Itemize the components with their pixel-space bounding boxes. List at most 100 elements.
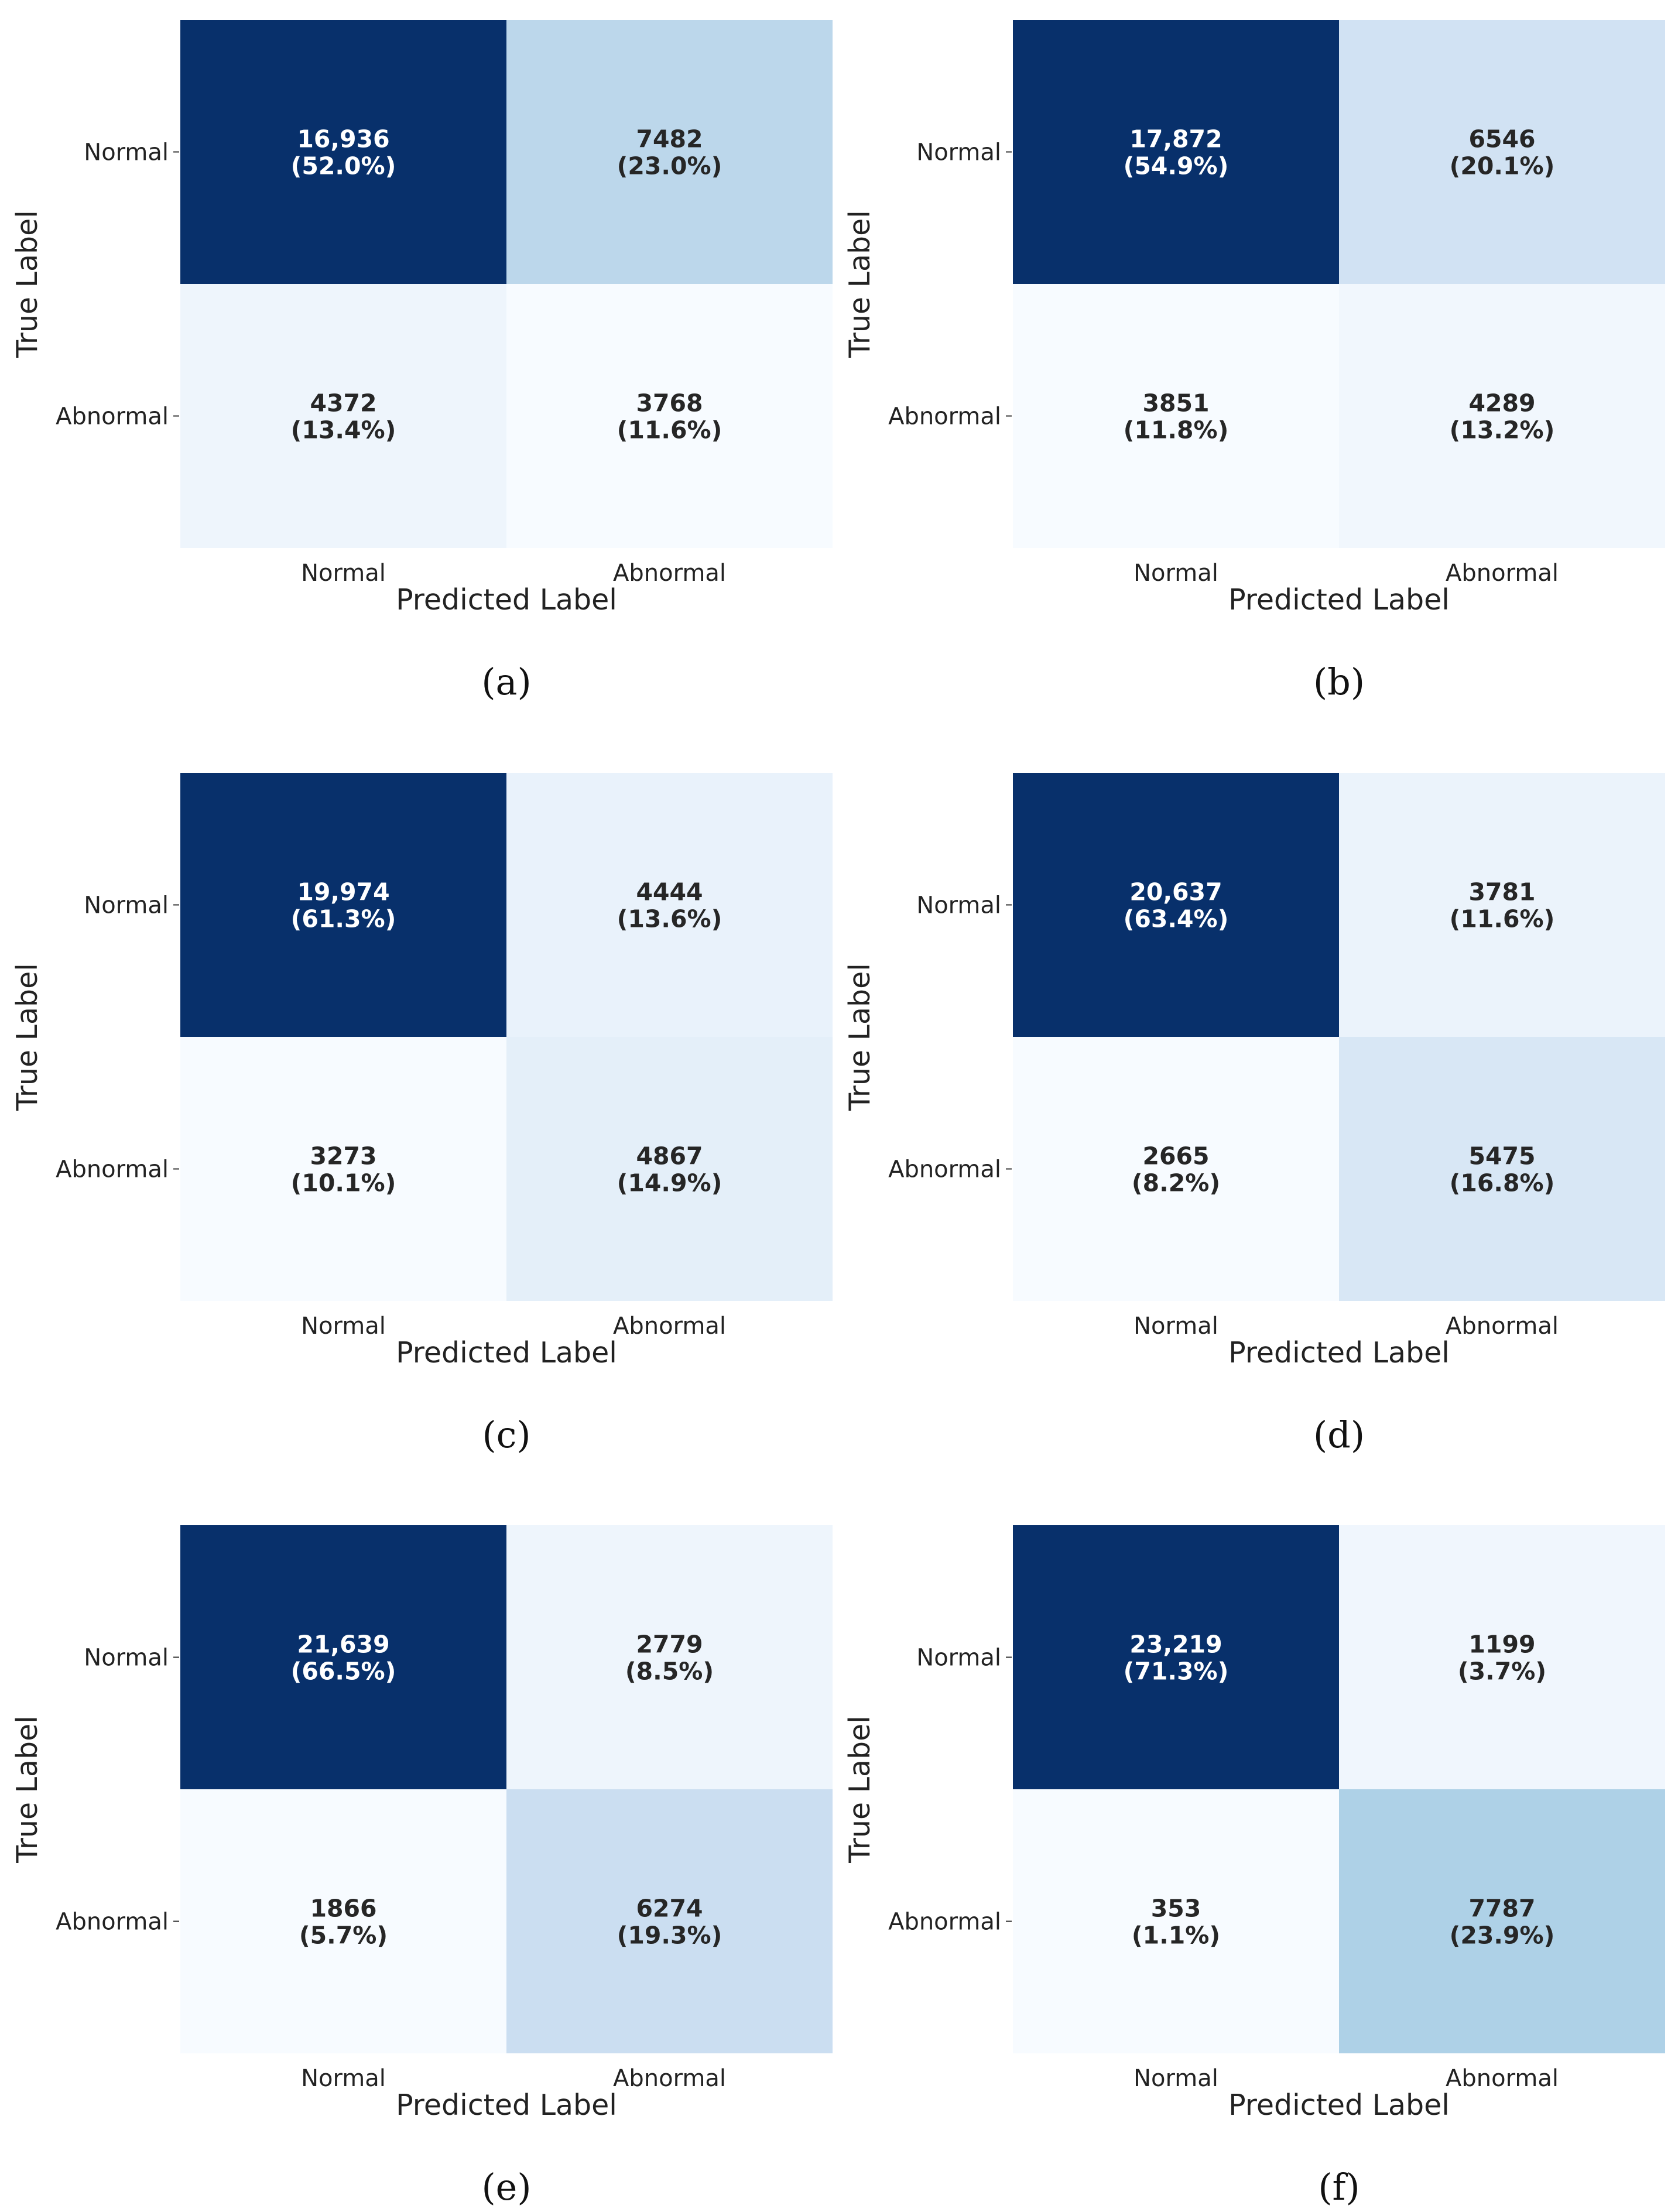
cell-count-label: 1866	[310, 1895, 376, 1923]
x-axis-title: Predicted Label	[1228, 2088, 1450, 2122]
x-tick-label: Abnormal	[613, 1313, 726, 1340]
cell-percent-label: (13.6%)	[617, 905, 722, 933]
heatmap-cell	[1013, 284, 1339, 548]
heatmap-cell	[1013, 773, 1339, 1037]
cell-count-label: 3851	[1142, 389, 1209, 417]
cell-percent-label: (54.9%)	[1124, 152, 1229, 180]
cell-count-label: 5475	[1468, 1142, 1535, 1170]
y-axis-title: True Label	[843, 210, 876, 358]
cell-count-label: 353	[1151, 1895, 1201, 1923]
y-axis-title: True Label	[11, 210, 44, 358]
y-tick-label: Normal	[916, 1645, 1001, 1672]
y-tick-label: Normal	[916, 139, 1001, 166]
heatmap-cell	[180, 20, 506, 284]
confusion-matrix-panel: 21,639(66.5%) 2779(8.5%) 1866(5.7%) 6274(19…	[11, 1525, 833, 2208]
cell-percent-label: (52.0%)	[291, 152, 396, 180]
cell-count-label: 4444	[636, 878, 703, 906]
confusion-matrix-panel: 23,219(71.3%) 1199(3.7%) 353(1.1%) 7787(23.…	[843, 1525, 1665, 2208]
heatmap-cell	[1013, 1037, 1339, 1301]
x-axis-title: Predicted Label	[1228, 1336, 1450, 1369]
x-tick-label: Abnormal	[1446, 560, 1559, 587]
panel-caption-label: (f)	[1318, 2166, 1359, 2208]
cell-percent-label: (23.0%)	[617, 152, 722, 180]
heatmap-cell	[506, 284, 833, 548]
panel-caption-label: (d)	[1313, 1413, 1365, 1456]
x-axis-title: Predicted Label	[396, 583, 617, 617]
cell-count-label: 1199	[1468, 1631, 1535, 1659]
y-tick-label: Normal	[84, 139, 169, 166]
cell-percent-label: (13.4%)	[291, 416, 396, 444]
heatmap-cell	[506, 20, 833, 284]
confusion-matrix-panel: 20,637(63.4%) 3781(11.6%) 2665(8.2%) 5475(1…	[843, 773, 1665, 1456]
cell-percent-label: (61.3%)	[291, 905, 396, 933]
x-tick-label: Abnormal	[613, 2065, 726, 2092]
heatmap-cell	[1339, 1789, 1665, 2053]
cell-percent-label: (11.8%)	[1124, 416, 1229, 444]
y-tick-label: Normal	[84, 892, 169, 919]
heatmap-cell	[180, 284, 506, 548]
x-tick-label: Abnormal	[1446, 2065, 1559, 2092]
heatmap-cell	[506, 1789, 833, 2053]
x-tick-label: Normal	[1133, 1313, 1218, 1340]
heatmap-cell	[1339, 20, 1665, 284]
heatmap-cell	[180, 1525, 506, 1789]
y-tick-label: Abnormal	[888, 1909, 1001, 1936]
y-tick-label: Abnormal	[56, 1156, 169, 1183]
x-axis-title: Predicted Label	[396, 2088, 617, 2122]
y-axis-title: True Label	[11, 963, 44, 1111]
heatmap-cell	[506, 1525, 833, 1789]
heatmap-cell	[1339, 773, 1665, 1037]
heatmap-cell	[1013, 20, 1339, 284]
cell-percent-label: (71.3%)	[1124, 1658, 1229, 1686]
heatmap-cell	[506, 773, 833, 1037]
cell-count-label: 6546	[1468, 125, 1535, 153]
y-tick-label: Abnormal	[888, 1156, 1001, 1183]
cell-percent-label: (14.9%)	[617, 1169, 722, 1197]
cell-count-label: 3273	[310, 1142, 376, 1170]
cell-count-label: 20,637	[1129, 878, 1222, 906]
confusion-matrix-panel: 19,974(61.3%)4444(13.6%)3273(10.1%)4867(…	[11, 773, 833, 1456]
cell-percent-label: (13.2%)	[1450, 416, 1555, 444]
cell-percent-label: (8.2%)	[1132, 1169, 1220, 1197]
cell-count-label: 17,872	[1129, 125, 1222, 153]
panel-caption-label: (c)	[482, 1413, 530, 1456]
x-tick-label: Normal	[1133, 2065, 1218, 2092]
cell-percent-label: (19.3%)	[617, 1922, 722, 1950]
cell-count-label: 21,639	[297, 1631, 389, 1659]
y-tick-label: Normal	[84, 1645, 169, 1672]
cell-percent-label: (16.8%)	[1450, 1169, 1555, 1197]
panel-caption-label: (e)	[481, 2166, 531, 2208]
cell-count-label: 6274	[636, 1895, 703, 1923]
y-axis-title: True Label	[11, 1716, 44, 1864]
x-tick-label: Normal	[301, 560, 386, 587]
confusion-matrix-panel: 16,936(52.0%)7482(23.0%)4372(13.4%)3768(…	[11, 20, 833, 703]
cell-percent-label: (66.5%)	[291, 1658, 396, 1686]
cell-count-label: 16,936	[297, 125, 389, 153]
cell-count-label: 7482	[636, 125, 703, 153]
cell-percent-label: (5.7%)	[299, 1922, 388, 1950]
x-tick-label: Normal	[301, 2065, 386, 2092]
x-tick-label: Normal	[1133, 560, 1218, 587]
x-tick-label: Normal	[301, 1313, 386, 1340]
x-axis-title: Predicted Label	[396, 1336, 617, 1369]
cell-count-label: 4867	[636, 1142, 703, 1170]
cell-count-label: 7787	[1468, 1895, 1535, 1923]
heatmap-cell	[1339, 1525, 1665, 1789]
cell-percent-label: (8.5%)	[625, 1658, 714, 1686]
cell-count-label: 4372	[310, 389, 376, 417]
y-tick-label: Abnormal	[888, 403, 1001, 430]
y-tick-label: Abnormal	[56, 403, 169, 430]
cell-percent-label: (3.7%)	[1458, 1658, 1546, 1686]
cell-count-label: 23,219	[1129, 1631, 1222, 1659]
heatmap-cell	[180, 773, 506, 1037]
cell-percent-label: (63.4%)	[1124, 905, 1229, 933]
cell-count-label: 3781	[1468, 878, 1535, 906]
panel-caption-label: (b)	[1313, 660, 1365, 703]
cell-count-label: 3768	[636, 389, 703, 417]
confusion-matrix-panel: 17,872(54.9%)6546(20.1%)3851(11.8%)4289(…	[843, 20, 1665, 703]
cell-percent-label: (20.1%)	[1450, 152, 1555, 180]
heatmap-cell	[180, 1037, 506, 1301]
y-axis-title: True Label	[843, 1716, 876, 1864]
heatmap-cell	[1339, 284, 1665, 548]
